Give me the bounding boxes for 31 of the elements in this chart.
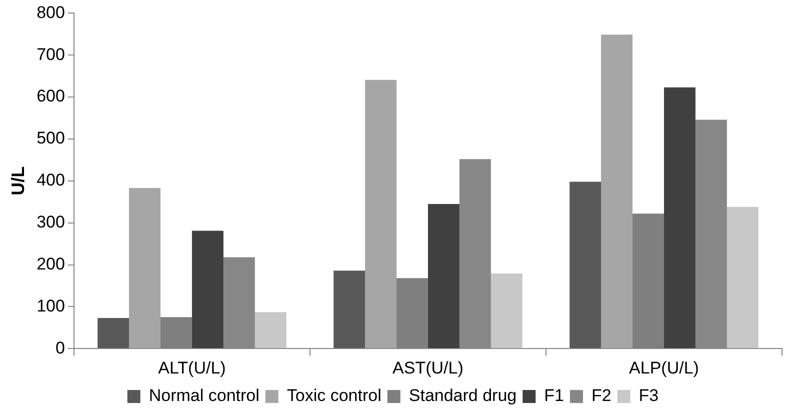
bar [365,80,397,348]
bar [570,182,602,348]
y-tick-label: 0 [55,338,65,358]
x-tick-label: ALP(U/L) [629,358,699,378]
y-tick-label: 400 [36,170,65,190]
bar [254,312,286,348]
legend-label: F2 [591,386,612,406]
bar [98,318,130,348]
bar [129,188,160,348]
y-tick-label: 300 [36,212,65,232]
y-tick-label: 500 [36,128,65,148]
legend-label: Normal control [148,386,260,406]
y-tick-label: 100 [36,296,65,316]
x-tick-label: ALT(U/L) [158,358,226,378]
y-tick-label: 200 [36,254,65,274]
bar [490,274,522,348]
legend-label: Toxic control [286,386,382,406]
legend-label: F3 [638,386,659,406]
bar [192,230,224,348]
bar [601,34,633,348]
bar [664,87,696,348]
bar [334,270,366,348]
y-tick-label: 700 [36,44,65,64]
bar [428,204,460,348]
y-axis-title: U/L [8,166,28,196]
legend-label: Standard drug [408,386,517,406]
y-tick-label: 600 [36,86,65,106]
legend-label: F1 [544,386,564,406]
x-tick-label: AST(U/L) [392,358,464,378]
y-tick-label: 800 [36,2,65,22]
bar [726,206,758,348]
